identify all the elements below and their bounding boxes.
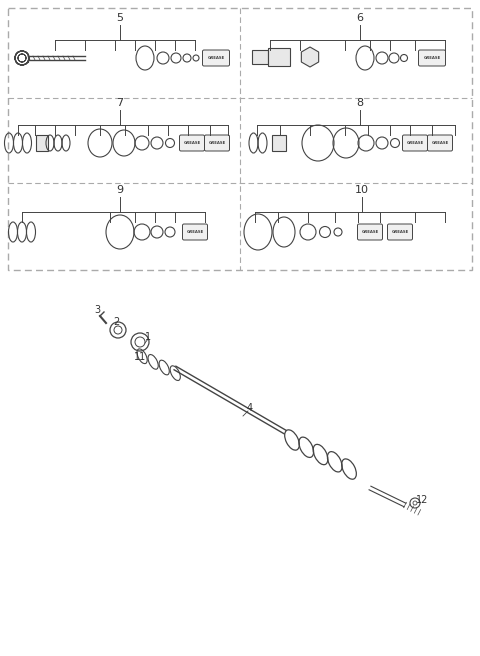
Bar bbox=[36, 135, 48, 151]
Bar bbox=[252, 50, 268, 64]
FancyBboxPatch shape bbox=[204, 135, 229, 151]
Text: GREASE: GREASE bbox=[407, 141, 424, 145]
Text: GREASE: GREASE bbox=[186, 230, 204, 234]
Bar bbox=[268, 48, 290, 66]
Text: GREASE: GREASE bbox=[183, 141, 201, 145]
Text: 8: 8 bbox=[357, 98, 363, 108]
Text: GREASE: GREASE bbox=[391, 230, 408, 234]
FancyBboxPatch shape bbox=[419, 50, 445, 66]
Text: 10: 10 bbox=[355, 185, 369, 195]
Text: 2: 2 bbox=[113, 317, 119, 327]
Text: 7: 7 bbox=[117, 98, 123, 108]
Text: 3: 3 bbox=[94, 305, 100, 315]
Text: GREASE: GREASE bbox=[207, 56, 225, 60]
FancyBboxPatch shape bbox=[203, 50, 229, 66]
FancyBboxPatch shape bbox=[358, 224, 383, 240]
FancyBboxPatch shape bbox=[387, 224, 412, 240]
Bar bbox=[272, 135, 286, 151]
Text: GREASE: GREASE bbox=[423, 56, 441, 60]
Text: GREASE: GREASE bbox=[361, 230, 379, 234]
FancyBboxPatch shape bbox=[403, 135, 428, 151]
Bar bbox=[8, 8, 472, 270]
Text: 6: 6 bbox=[357, 13, 363, 23]
Text: 1: 1 bbox=[145, 332, 151, 342]
Text: 9: 9 bbox=[117, 185, 123, 195]
Text: 4: 4 bbox=[247, 403, 253, 413]
FancyBboxPatch shape bbox=[182, 224, 207, 240]
Text: 5: 5 bbox=[117, 13, 123, 23]
Text: GREASE: GREASE bbox=[432, 141, 449, 145]
FancyBboxPatch shape bbox=[428, 135, 453, 151]
Text: 11: 11 bbox=[134, 352, 146, 362]
Text: GREASE: GREASE bbox=[208, 141, 226, 145]
FancyBboxPatch shape bbox=[180, 135, 204, 151]
Text: 12: 12 bbox=[416, 495, 428, 505]
